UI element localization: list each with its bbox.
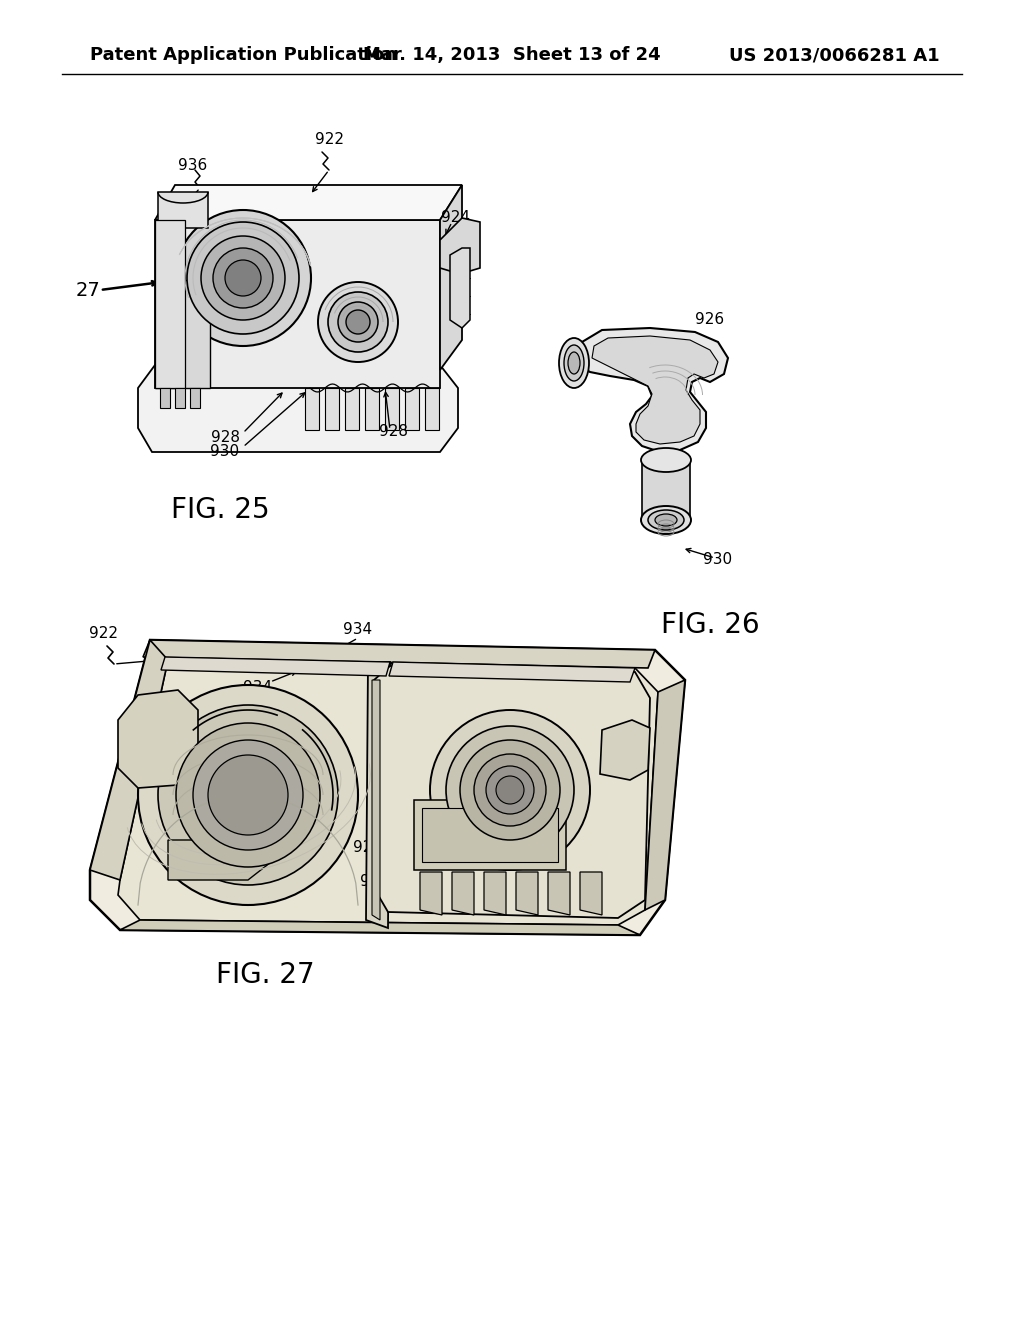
Polygon shape <box>161 657 390 676</box>
Polygon shape <box>420 873 442 915</box>
Circle shape <box>338 302 378 342</box>
Text: 926: 926 <box>540 772 568 788</box>
Polygon shape <box>325 388 339 430</box>
Ellipse shape <box>641 506 691 535</box>
Polygon shape <box>345 388 359 430</box>
Text: FIG. 26: FIG. 26 <box>660 611 760 639</box>
Circle shape <box>225 260 261 296</box>
Polygon shape <box>118 660 658 925</box>
Circle shape <box>176 723 319 867</box>
Text: 930: 930 <box>703 553 732 568</box>
Text: US 2013/0066281 A1: US 2013/0066281 A1 <box>729 46 940 63</box>
Text: 924: 924 <box>562 845 592 859</box>
Polygon shape <box>450 248 470 327</box>
Polygon shape <box>440 185 462 370</box>
Polygon shape <box>138 366 458 451</box>
Polygon shape <box>425 388 439 430</box>
Polygon shape <box>160 388 170 408</box>
Polygon shape <box>484 873 506 915</box>
Circle shape <box>213 248 273 308</box>
Polygon shape <box>305 388 319 430</box>
Circle shape <box>346 310 370 334</box>
Text: 934: 934 <box>343 623 373 638</box>
Text: 27: 27 <box>76 281 100 300</box>
Polygon shape <box>389 663 635 682</box>
Text: 928: 928 <box>557 865 587 879</box>
Circle shape <box>446 726 574 854</box>
Circle shape <box>208 755 288 836</box>
Text: 934: 934 <box>244 681 272 696</box>
Text: 924: 924 <box>440 210 469 226</box>
Ellipse shape <box>648 510 684 531</box>
Circle shape <box>318 282 398 362</box>
Polygon shape <box>645 680 685 909</box>
Text: 928: 928 <box>353 841 383 855</box>
Circle shape <box>201 236 285 319</box>
Text: Patent Application Publication: Patent Application Publication <box>90 46 397 63</box>
Text: 928: 928 <box>379 425 408 440</box>
Text: 930: 930 <box>360 874 389 890</box>
Polygon shape <box>118 690 198 788</box>
Ellipse shape <box>559 338 589 388</box>
Polygon shape <box>168 820 280 880</box>
Polygon shape <box>365 388 379 430</box>
Ellipse shape <box>564 345 584 381</box>
Polygon shape <box>440 218 480 275</box>
Circle shape <box>328 292 388 352</box>
Polygon shape <box>592 337 718 444</box>
Polygon shape <box>90 640 685 935</box>
Circle shape <box>187 222 299 334</box>
Polygon shape <box>158 191 208 228</box>
Circle shape <box>496 776 524 804</box>
Polygon shape <box>155 185 462 220</box>
Polygon shape <box>190 388 200 408</box>
Circle shape <box>474 754 546 826</box>
Circle shape <box>193 741 303 850</box>
Text: 922: 922 <box>315 132 344 148</box>
Text: FIG. 27: FIG. 27 <box>216 961 314 989</box>
Polygon shape <box>600 719 650 780</box>
Text: 934: 934 <box>490 744 519 759</box>
Circle shape <box>430 710 590 870</box>
Ellipse shape <box>641 447 691 473</box>
Text: 926: 926 <box>695 313 725 327</box>
Polygon shape <box>414 800 566 870</box>
Polygon shape <box>385 388 399 430</box>
Polygon shape <box>175 388 185 408</box>
Polygon shape <box>155 220 185 388</box>
Circle shape <box>158 705 338 884</box>
Polygon shape <box>155 280 210 388</box>
Polygon shape <box>516 873 538 915</box>
Polygon shape <box>90 640 168 880</box>
Polygon shape <box>406 388 419 430</box>
Ellipse shape <box>655 513 677 525</box>
Circle shape <box>175 210 311 346</box>
Text: Mar. 14, 2013  Sheet 13 of 24: Mar. 14, 2013 Sheet 13 of 24 <box>364 46 660 63</box>
Polygon shape <box>452 873 474 915</box>
Circle shape <box>138 685 358 906</box>
Polygon shape <box>120 920 640 935</box>
Text: 932: 932 <box>447 822 476 837</box>
Circle shape <box>486 766 534 814</box>
Text: 936: 936 <box>177 710 207 726</box>
Text: 922: 922 <box>88 626 118 640</box>
Text: FIG. 25: FIG. 25 <box>171 496 269 524</box>
Polygon shape <box>580 873 602 915</box>
Polygon shape <box>372 680 380 920</box>
Polygon shape <box>155 220 440 388</box>
Polygon shape <box>580 327 728 451</box>
Polygon shape <box>422 808 558 862</box>
Circle shape <box>460 741 560 840</box>
Polygon shape <box>366 663 390 928</box>
Text: 936: 936 <box>178 157 208 173</box>
Polygon shape <box>374 667 650 917</box>
Text: 930: 930 <box>211 445 240 459</box>
Polygon shape <box>143 640 655 668</box>
Ellipse shape <box>568 352 580 374</box>
Text: 928: 928 <box>211 430 240 446</box>
Polygon shape <box>548 873 570 915</box>
Polygon shape <box>642 459 690 520</box>
